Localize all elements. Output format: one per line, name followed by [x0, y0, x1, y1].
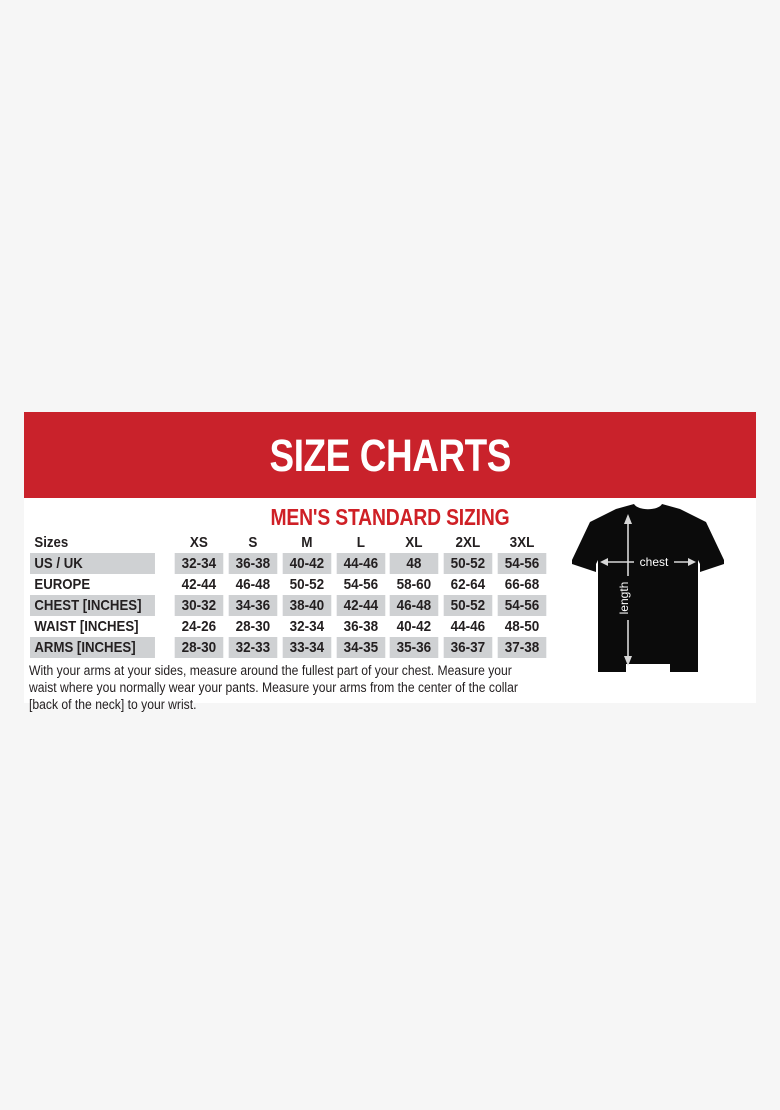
chest-arrow-left-head	[600, 558, 608, 566]
shirt-diagram: chest length	[572, 504, 724, 672]
cell-arms-2xl: 36-37	[443, 637, 493, 658]
size-chart-banner: SIZE CHARTS	[24, 412, 756, 498]
sizing-table: Sizes XS S M L XL 2XL 3XL US / UK 32-34 …	[30, 532, 549, 658]
cell-us-uk-s: 36-38	[228, 553, 277, 574]
length-label-backdrop	[620, 576, 636, 620]
row-label-waist: WAIST [INCHES]	[30, 616, 155, 637]
table-row: ARMS [INCHES] 28-30 32-33 33-34 34-35 35…	[30, 637, 549, 658]
column-header-xs: XS	[174, 532, 224, 553]
cell-waist-m: 32-34	[282, 616, 331, 637]
sizing-subtitle: MEN'S STANDARD SIZING	[270, 504, 510, 530]
table-row: EUROPE 42-44 46-48 50-52 54-56 58-60 62-…	[30, 574, 549, 595]
row-label-arms: ARMS [INCHES]	[30, 637, 155, 658]
column-header-l: L	[336, 532, 385, 553]
cell-us-uk-m: 40-42	[282, 553, 331, 574]
cell-arms-xs: 28-30	[174, 637, 224, 658]
cell-arms-s: 32-33	[228, 637, 277, 658]
cell-arms-l: 34-35	[336, 637, 385, 658]
chest-label: chest	[640, 555, 669, 569]
cell-us-uk-xs: 32-34	[174, 553, 224, 574]
length-arrow-bottom-head	[624, 656, 632, 666]
column-header-3xl: 3XL	[497, 532, 547, 553]
cell-arms-m: 33-34	[282, 637, 331, 658]
column-header-m: M	[282, 532, 331, 553]
cell-us-uk-l: 44-46	[336, 553, 385, 574]
cell-waist-xs: 24-26	[174, 616, 224, 637]
cell-chest-3xl: 54-56	[497, 595, 547, 616]
table-body: US / UK 32-34 36-38 40-42 44-46 48 50-52…	[30, 553, 549, 658]
cell-chest-s: 34-36	[228, 595, 277, 616]
row-label-us-uk: US / UK	[30, 553, 155, 574]
cell-europe-xs: 42-44	[174, 574, 224, 595]
cell-us-uk-xl: 48	[390, 553, 439, 574]
page-title: SIZE CHARTS	[269, 429, 511, 481]
cell-us-uk-3xl: 54-56	[497, 553, 547, 574]
cell-waist-l: 36-38	[336, 616, 385, 637]
cell-waist-3xl: 48-50	[497, 616, 547, 637]
cell-chest-xs: 30-32	[174, 595, 224, 616]
cell-us-uk-2xl: 50-52	[443, 553, 493, 574]
table-row: CHEST [INCHES] 30-32 34-36 38-40 42-44 4…	[30, 595, 549, 616]
cell-waist-s: 28-30	[228, 616, 277, 637]
cell-europe-3xl: 66-68	[497, 574, 547, 595]
column-header-2xl: 2XL	[443, 532, 493, 553]
chest-label-backdrop	[634, 554, 674, 570]
long-sleeve-shirt-icon	[572, 504, 724, 672]
cell-waist-2xl: 44-46	[443, 616, 493, 637]
column-header-xl: XL	[390, 532, 439, 553]
row-label-europe: EUROPE	[30, 574, 155, 595]
table-row: WAIST [INCHES] 24-26 28-30 32-34 36-38 4…	[30, 616, 549, 637]
measuring-instructions: With your arms at your sides, measure ar…	[29, 663, 518, 712]
size-chart-body: MEN'S STANDARD SIZING Sizes XS S M L XL …	[24, 498, 756, 712]
chest-arrow-right-head	[688, 558, 696, 566]
cell-arms-xl: 35-36	[390, 637, 439, 658]
row-label-chest: CHEST [INCHES]	[30, 595, 155, 616]
cell-waist-xl: 40-42	[390, 616, 439, 637]
size-chart-card: SIZE CHARTS MEN'S STANDARD SIZING Sizes …	[24, 412, 756, 712]
length-label: length	[617, 582, 631, 615]
table-row: US / UK 32-34 36-38 40-42 44-46 48 50-52…	[30, 553, 549, 574]
cell-chest-m: 38-40	[282, 595, 331, 616]
column-header-s: S	[228, 532, 277, 553]
table-header-row: Sizes XS S M L XL 2XL 3XL	[30, 532, 549, 553]
table-header: Sizes XS S M L XL 2XL 3XL	[30, 532, 549, 553]
cell-chest-2xl: 50-52	[443, 595, 493, 616]
table-corner-label: Sizes	[30, 532, 155, 553]
length-arrow-top-head	[624, 514, 632, 524]
cell-europe-l: 54-56	[336, 574, 385, 595]
cell-europe-xl: 58-60	[390, 574, 439, 595]
cell-europe-s: 46-48	[228, 574, 277, 595]
cell-chest-l: 42-44	[336, 595, 385, 616]
cell-europe-m: 50-52	[282, 574, 331, 595]
cell-arms-3xl: 37-38	[497, 637, 547, 658]
cell-europe-2xl: 62-64	[443, 574, 493, 595]
cell-chest-xl: 46-48	[390, 595, 439, 616]
